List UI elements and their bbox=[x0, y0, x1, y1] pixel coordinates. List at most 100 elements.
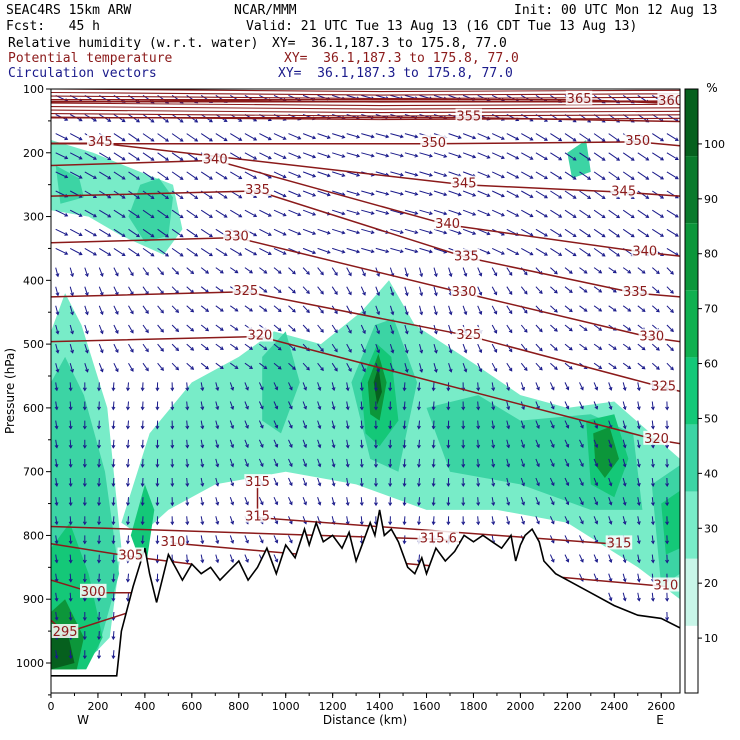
vector-head bbox=[230, 539, 235, 544]
vector-head bbox=[431, 483, 436, 487]
vector-shaft bbox=[491, 401, 495, 410]
vector-head bbox=[64, 251, 69, 255]
vector-shaft bbox=[69, 286, 74, 296]
vector-head bbox=[194, 157, 199, 161]
vector-head bbox=[150, 99, 155, 104]
vector-head bbox=[665, 444, 670, 449]
vector-shaft bbox=[215, 458, 219, 467]
vector-head bbox=[376, 368, 380, 373]
vector-head bbox=[150, 195, 155, 199]
vector-shaft bbox=[637, 401, 640, 410]
vector-shaft bbox=[564, 152, 577, 161]
vector-head bbox=[170, 425, 175, 430]
vector-head bbox=[155, 483, 160, 487]
vector-head bbox=[111, 559, 116, 564]
plot-frame bbox=[50, 88, 681, 694]
vector-head bbox=[491, 521, 496, 526]
vector-head bbox=[583, 308, 588, 312]
vector-shaft bbox=[432, 420, 435, 429]
colorbar-tick-label: 30 bbox=[704, 522, 718, 535]
vector-shaft bbox=[215, 343, 224, 350]
vector-shaft bbox=[361, 152, 374, 157]
vector-shaft bbox=[520, 362, 528, 371]
theta-upper-line bbox=[51, 116, 680, 121]
vector-head bbox=[215, 501, 220, 506]
vector-shaft bbox=[491, 420, 495, 429]
vector-head bbox=[274, 482, 279, 487]
vector-head bbox=[306, 328, 310, 333]
vector-shaft bbox=[477, 363, 482, 372]
vector-head bbox=[373, 483, 378, 487]
vector-shaft bbox=[651, 554, 654, 563]
vector-shaft bbox=[288, 496, 293, 505]
vector-head bbox=[179, 157, 184, 161]
vector-shaft bbox=[622, 228, 635, 238]
vector-head bbox=[140, 425, 145, 430]
vector-head bbox=[544, 252, 548, 256]
vector-shaft bbox=[637, 573, 640, 582]
vector-head bbox=[282, 155, 287, 159]
vector-shaft bbox=[433, 363, 437, 373]
vector-head bbox=[544, 156, 548, 160]
vector-shaft bbox=[418, 439, 420, 448]
vector-head bbox=[554, 347, 558, 351]
vector-head bbox=[145, 329, 149, 334]
colorbar-tick-label: 10 bbox=[704, 632, 718, 645]
vector-shaft bbox=[622, 497, 626, 506]
vector-head bbox=[478, 291, 483, 296]
vector-head bbox=[486, 231, 491, 236]
vector-shaft bbox=[302, 324, 310, 332]
vector-head bbox=[54, 597, 59, 602]
vector-head bbox=[656, 347, 660, 351]
vector-head bbox=[245, 501, 249, 506]
vector-head bbox=[179, 252, 184, 257]
vector-head bbox=[185, 521, 190, 526]
vector-head bbox=[670, 270, 674, 275]
vector-head bbox=[414, 211, 419, 215]
vector-head bbox=[433, 330, 438, 335]
theta-label-bg bbox=[450, 175, 478, 190]
vector-shaft bbox=[186, 420, 188, 429]
vector-head bbox=[428, 192, 433, 196]
vector-shaft bbox=[215, 267, 224, 274]
vector-shaft bbox=[448, 171, 462, 177]
vector-head bbox=[68, 406, 73, 411]
vector-head bbox=[136, 137, 140, 142]
vector-shaft bbox=[142, 343, 149, 352]
vector-shaft bbox=[404, 286, 408, 296]
vector-shaft bbox=[317, 324, 324, 333]
vector-shaft bbox=[69, 516, 72, 525]
theta-label-330: 330 bbox=[639, 330, 664, 345]
vector-shaft bbox=[273, 496, 278, 505]
vector-shaft bbox=[549, 554, 555, 563]
vector-shaft bbox=[55, 592, 58, 601]
vector-head bbox=[572, 252, 577, 257]
vector-head bbox=[486, 193, 491, 197]
vector-shaft bbox=[127, 458, 129, 467]
vector-head bbox=[675, 214, 679, 218]
vector-shaft bbox=[579, 247, 591, 257]
vector-shaft bbox=[215, 554, 219, 563]
vector-head bbox=[277, 327, 282, 332]
colorbar-tick-label: 80 bbox=[704, 248, 718, 261]
vector-head bbox=[136, 214, 140, 218]
vector-head bbox=[194, 118, 199, 123]
vector-shaft bbox=[200, 209, 213, 218]
vector-head bbox=[376, 311, 380, 316]
vector-head bbox=[550, 482, 555, 487]
vector-shaft bbox=[258, 401, 264, 410]
vector-head bbox=[68, 502, 73, 507]
vector-head bbox=[431, 406, 436, 411]
vector-head bbox=[54, 521, 59, 526]
vector-shaft bbox=[69, 477, 72, 487]
vector-head bbox=[443, 192, 448, 197]
vector-shaft bbox=[112, 535, 115, 544]
vector-shaft bbox=[579, 171, 591, 180]
vector-shaft bbox=[69, 267, 74, 277]
theta-label-bg bbox=[51, 624, 79, 638]
vector-shaft bbox=[215, 305, 224, 312]
vector-shaft bbox=[99, 247, 111, 256]
vector-head bbox=[230, 520, 235, 525]
vector-shaft bbox=[244, 133, 257, 141]
vector-head bbox=[140, 483, 145, 487]
